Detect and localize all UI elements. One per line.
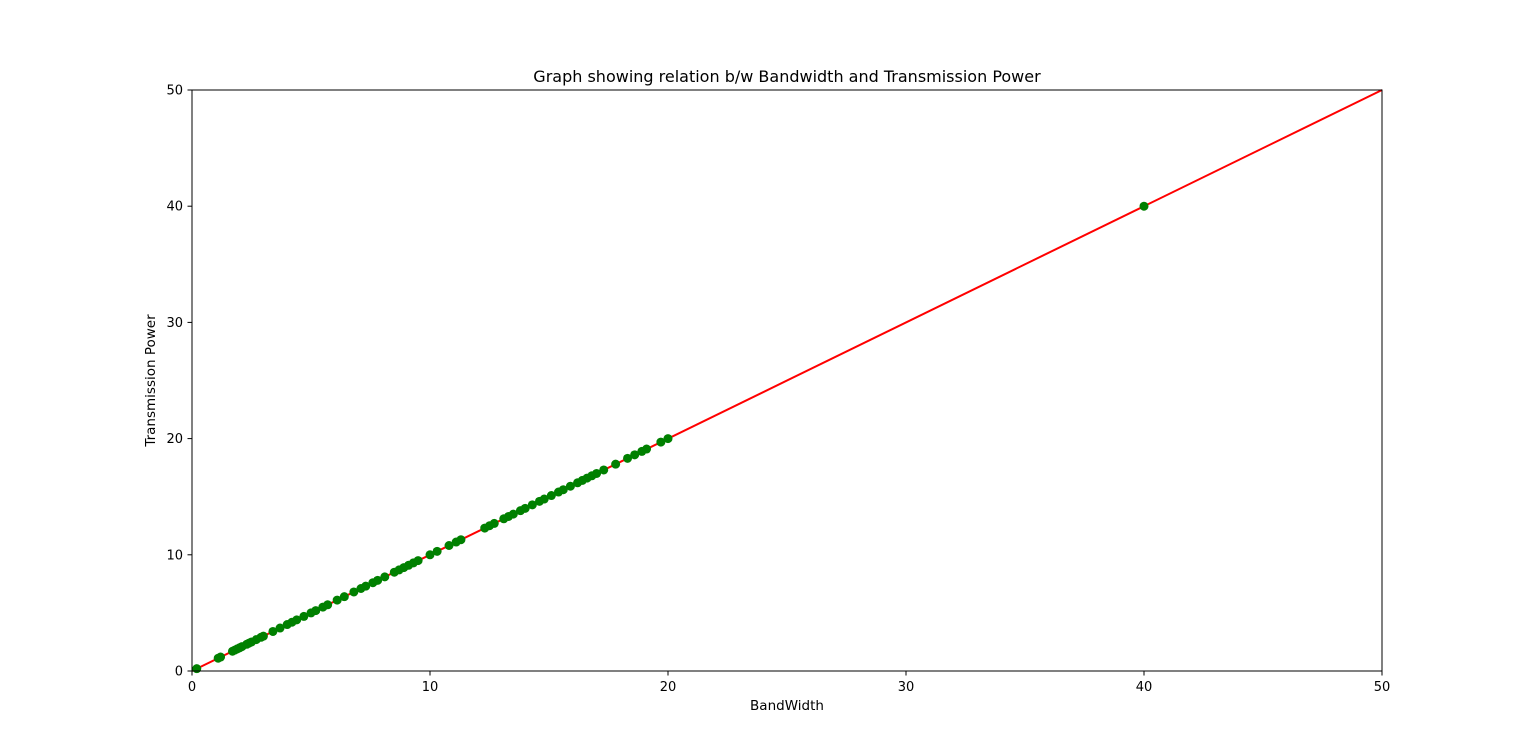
x-axis-label: BandWidth: [750, 698, 824, 714]
data-point: [292, 615, 302, 625]
x-axis-ticks: 0 10 20 30 40 50: [188, 671, 1390, 695]
data-point: [546, 491, 556, 501]
data-points-layer: [192, 201, 1149, 674]
data-point: [565, 481, 575, 491]
data-point: [361, 581, 371, 591]
x-tick-label: 10: [422, 680, 439, 695]
data-point: [432, 546, 442, 556]
data-point: [275, 623, 285, 633]
y-tick-label: 10: [166, 548, 183, 563]
data-point: [258, 631, 268, 641]
data-point: [373, 575, 383, 585]
data-point: [592, 468, 602, 478]
y-tick-label: 30: [166, 316, 183, 331]
data-point: [339, 592, 349, 602]
data-point: [508, 509, 518, 519]
data-point: [456, 535, 466, 545]
data-point: [216, 652, 226, 662]
y-tick-label: 50: [166, 84, 183, 99]
data-point: [663, 434, 673, 444]
chart-title: Graph showing relation b/w Bandwidth and…: [533, 67, 1041, 86]
data-point: [413, 556, 423, 566]
x-tick-label: 40: [1136, 680, 1153, 695]
x-tick-label: 0: [188, 680, 196, 695]
y-axis-label: Transmission Power: [143, 314, 159, 448]
data-point: [489, 518, 499, 528]
y-tick-label: 40: [166, 200, 183, 215]
y-tick-label: 20: [166, 432, 183, 447]
data-point: [192, 664, 202, 674]
data-point: [623, 453, 633, 463]
x-tick-label: 20: [660, 680, 677, 695]
data-point: [558, 485, 568, 495]
data-point: [520, 503, 530, 513]
plot-frame: [191, 89, 1383, 672]
y-tick-label: 0: [175, 665, 183, 680]
data-point: [268, 626, 278, 636]
data-point: [630, 450, 640, 460]
y-axis-ticks: 0 10 20 30 40 50: [166, 84, 192, 680]
x-tick-label: 50: [1374, 680, 1391, 695]
data-point: [599, 465, 609, 475]
data-point: [323, 600, 333, 610]
data-point: [425, 550, 435, 560]
data-point: [1139, 201, 1149, 211]
data-point: [642, 444, 652, 454]
x-tick-label: 30: [898, 680, 915, 695]
data-point: [311, 606, 321, 616]
data-point: [299, 611, 309, 621]
data-point: [444, 541, 454, 551]
data-point: [332, 595, 342, 605]
data-point: [349, 587, 359, 597]
data-point: [539, 494, 549, 504]
data-point: [527, 500, 537, 510]
data-point: [611, 459, 621, 469]
data-point: [380, 572, 390, 582]
data-point: [656, 437, 666, 447]
